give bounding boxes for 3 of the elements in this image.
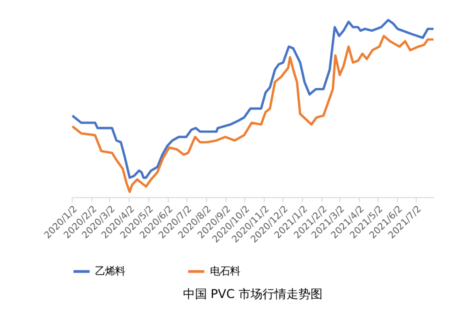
legend-label: 电石料 bbox=[210, 265, 240, 278]
text: 中国 PVC 市场行情走势图 bbox=[182, 286, 323, 301]
legend-label: 乙烯料 bbox=[95, 265, 126, 278]
